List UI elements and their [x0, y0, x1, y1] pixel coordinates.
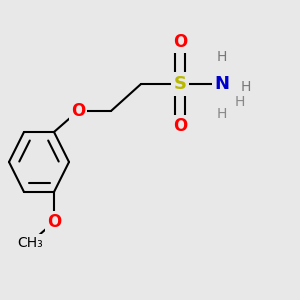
- Text: CH₃: CH₃: [17, 236, 43, 250]
- Text: H: H: [217, 107, 227, 121]
- Text: O: O: [173, 117, 187, 135]
- Text: H: H: [217, 50, 227, 64]
- Text: H: H: [235, 95, 245, 109]
- Text: O: O: [173, 33, 187, 51]
- Text: O: O: [47, 213, 61, 231]
- Text: N: N: [214, 75, 230, 93]
- Text: O: O: [71, 102, 85, 120]
- Text: H: H: [241, 80, 251, 94]
- Text: S: S: [173, 75, 187, 93]
- Text: N: N: [214, 75, 230, 93]
